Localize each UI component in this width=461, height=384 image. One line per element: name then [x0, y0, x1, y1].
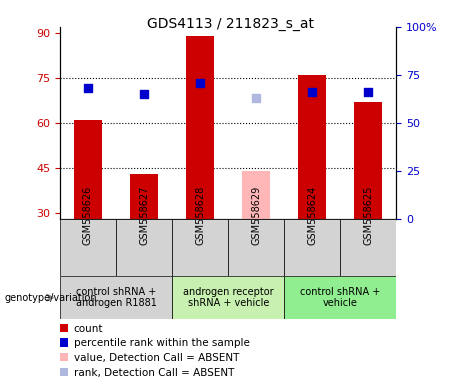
Bar: [340, 219, 396, 276]
Bar: [60, 219, 116, 276]
Bar: [74, 120, 102, 219]
Bar: [130, 174, 158, 219]
Point: [253, 95, 260, 101]
Text: GSM558627: GSM558627: [139, 185, 149, 245]
Point: [196, 79, 204, 86]
Point: [84, 85, 92, 91]
Text: rank, Detection Call = ABSENT: rank, Detection Call = ABSENT: [74, 367, 234, 377]
Point: [309, 89, 316, 95]
Point: [365, 89, 372, 95]
Text: control shRNA +
vehicle: control shRNA + vehicle: [300, 287, 380, 308]
Bar: [60, 276, 172, 319]
Text: genotype/variation: genotype/variation: [5, 293, 97, 303]
Bar: [284, 276, 396, 319]
Text: androgen receptor
shRNA + vehicle: androgen receptor shRNA + vehicle: [183, 287, 273, 308]
Text: value, Detection Call = ABSENT: value, Detection Call = ABSENT: [74, 353, 239, 363]
Bar: [355, 102, 383, 219]
Bar: [116, 219, 172, 276]
Bar: [284, 219, 340, 276]
Text: percentile rank within the sample: percentile rank within the sample: [74, 338, 250, 348]
Bar: [228, 219, 284, 276]
Text: GSM558629: GSM558629: [251, 185, 261, 245]
Bar: [186, 36, 214, 219]
Bar: [172, 219, 228, 276]
Text: GDS4113 / 211823_s_at: GDS4113 / 211823_s_at: [147, 17, 314, 31]
Text: control shRNA +
androgen R1881: control shRNA + androgen R1881: [76, 287, 156, 308]
Text: GSM558624: GSM558624: [307, 185, 317, 245]
Text: count: count: [74, 324, 103, 334]
Point: [140, 91, 148, 97]
Text: GSM558626: GSM558626: [83, 185, 93, 245]
Bar: [242, 171, 270, 219]
Bar: [172, 276, 284, 319]
Text: GSM558625: GSM558625: [363, 185, 373, 245]
Text: GSM558628: GSM558628: [195, 185, 205, 245]
Bar: [298, 75, 326, 219]
